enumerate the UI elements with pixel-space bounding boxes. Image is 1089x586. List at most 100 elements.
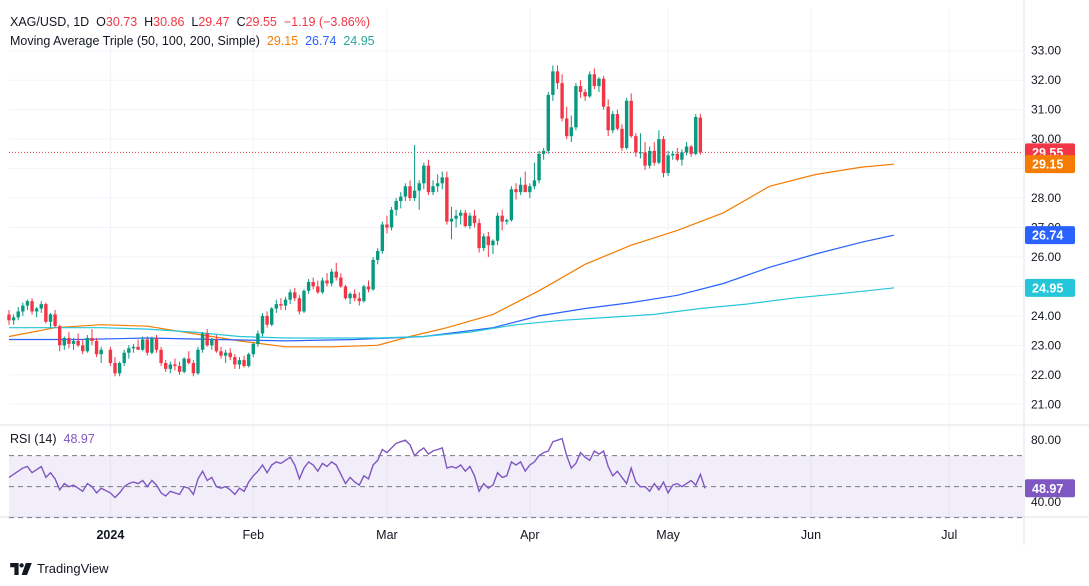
candle-body [647, 150, 652, 166]
price-tag: 24.95 [1025, 278, 1075, 297]
time-tick-label: 2024 [96, 528, 124, 542]
candle-body [265, 315, 269, 325]
candle [25, 299, 30, 310]
candle [385, 215, 389, 234]
candle [210, 337, 214, 350]
candle [279, 298, 283, 310]
candle [246, 352, 251, 368]
candle [523, 171, 527, 193]
candle [48, 312, 53, 328]
candle [182, 357, 186, 374]
candle-body [25, 301, 30, 306]
candle-body [528, 186, 532, 193]
candle-body [505, 220, 509, 222]
candle [214, 335, 219, 353]
candle [615, 109, 620, 131]
candle [168, 361, 173, 374]
candle [67, 332, 71, 349]
candle-body [343, 286, 348, 299]
candle [629, 93, 633, 138]
candle-body [210, 339, 214, 346]
candle [495, 212, 500, 246]
candle-body [219, 351, 223, 356]
candle-body [339, 277, 343, 287]
candle-body [251, 343, 255, 355]
candle [320, 277, 325, 294]
candle [565, 106, 569, 140]
candle [417, 180, 421, 210]
candle [606, 99, 610, 137]
candle-body [108, 349, 113, 364]
candle [11, 314, 16, 325]
low-label: L [191, 15, 199, 29]
candle [325, 273, 329, 287]
rsi-title[interactable]: RSI (14) [10, 432, 57, 446]
rsi-tick-label: 80.00 [1031, 433, 1061, 447]
price-tag-box [1025, 226, 1075, 245]
candle [196, 346, 200, 375]
candle [458, 209, 463, 225]
candle-body [127, 348, 131, 353]
candle-body [546, 94, 550, 151]
candle-body [588, 74, 592, 97]
candle [426, 159, 431, 196]
candle [486, 231, 491, 257]
candle [302, 289, 306, 313]
candle-body [578, 86, 583, 92]
time-tick-label: May [656, 528, 680, 542]
candle [463, 209, 467, 228]
candle-body [385, 224, 389, 228]
candle-body [270, 308, 274, 325]
candle-body [500, 215, 504, 222]
candle [555, 65, 560, 90]
candle-body [62, 337, 67, 346]
candle [260, 312, 265, 337]
candle-body [518, 184, 523, 193]
price-tick-label: 24.00 [1031, 309, 1061, 323]
symbol-label[interactable]: XAG/USD, 1D [10, 15, 90, 29]
time-axis[interactable]: 2024 Feb Mar Apr May Jun Jul [96, 528, 957, 542]
candle [99, 346, 103, 364]
candle-body [187, 358, 191, 364]
ma-title[interactable]: Moving Average Triple (50, 100, 200, Sim… [10, 34, 260, 48]
tradingview-brand[interactable]: TradingView [10, 561, 109, 576]
candle-body [495, 215, 500, 241]
candle-body [283, 299, 288, 306]
price-tick-label: 33.00 [1031, 44, 1061, 58]
candle [514, 183, 518, 200]
price-tick-label: 31.00 [1031, 103, 1061, 117]
price-tick-label: 26.00 [1031, 250, 1061, 264]
candle [518, 177, 523, 196]
candle-body [352, 293, 357, 299]
candle-body [412, 190, 417, 199]
candle-body [228, 352, 232, 358]
price-tag-label: 29.15 [1032, 158, 1063, 172]
candle [200, 332, 205, 353]
candle [223, 349, 228, 364]
candle-body [274, 304, 279, 309]
candle-body [168, 364, 173, 369]
candle-body [320, 280, 325, 293]
candlestick-series [7, 65, 703, 377]
candle-body [205, 333, 209, 346]
candle-body [242, 360, 246, 366]
candle-body [297, 298, 302, 312]
candle [403, 183, 408, 201]
candle-body [565, 118, 569, 137]
candle-body [394, 200, 398, 210]
candle [288, 289, 292, 305]
candle-body [514, 189, 518, 193]
candle [541, 147, 546, 160]
candle [583, 89, 587, 101]
candle [352, 289, 357, 302]
rsi-value-label: 48.97 [1032, 482, 1063, 496]
time-tick-label: Feb [243, 528, 265, 542]
candle [408, 180, 412, 201]
candle-body [11, 317, 16, 321]
candle [76, 333, 80, 347]
candle [389, 206, 394, 231]
candle [228, 348, 232, 361]
candle [39, 301, 43, 313]
